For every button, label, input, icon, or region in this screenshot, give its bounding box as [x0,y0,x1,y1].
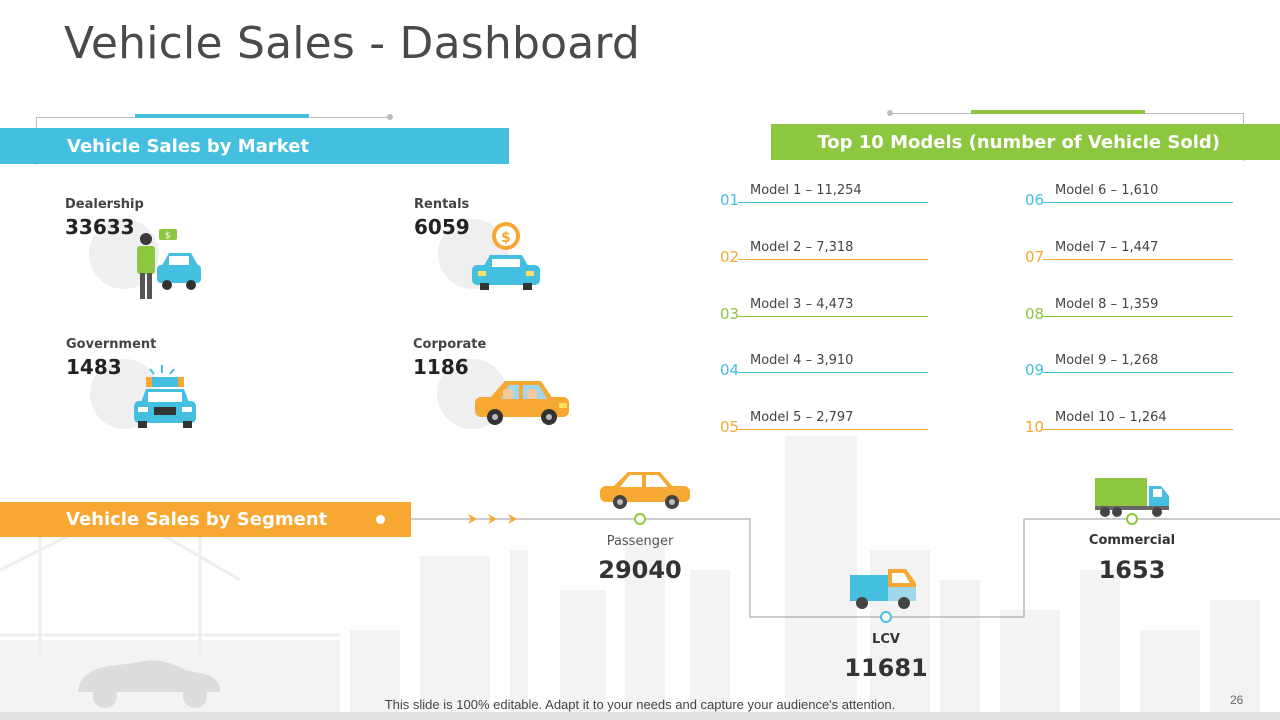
bullet-dot [376,515,385,524]
models-heading: Top 10 Models (number of Vehicle Sold) [771,124,1280,160]
bracket-dot [887,110,893,116]
model-text: Model 3 – 4,473 [750,297,854,312]
model-number: 05 [720,418,740,436]
divider [738,316,928,317]
divider [1043,259,1233,260]
market-tile-corporate: Corporate 1186 [413,337,633,457]
list-item: 04 Model 4 – 3,910 [720,353,930,381]
list-item: 07 Model 7 – 1,447 [1025,240,1235,268]
model-number: 09 [1025,361,1045,379]
page-title: Vehicle Sales - Dashboard [64,18,641,69]
lcv-truck-icon [850,569,916,609]
divider [1043,429,1233,430]
market-heading: Vehicle Sales by Market [0,128,509,164]
segment-label-lcv: LCV [872,632,900,647]
page-number: 26 [1230,693,1244,707]
segment-heading-text: Vehicle Sales by Segment [66,509,328,530]
segment-label-passenger: Passenger [606,534,674,549]
svg-text:$: $ [501,230,511,246]
footer-bar [0,712,1280,720]
model-number: 08 [1025,305,1045,323]
police-car-icon [134,365,196,428]
dealership-icon: $ [137,229,201,299]
list-item: 09 Model 9 – 1,268 [1025,353,1235,381]
tile-value: 33633 [65,215,135,239]
divider [738,372,928,373]
list-item: 10 Model 10 – 1,264 [1025,410,1235,438]
commercial-truck-icon [1095,478,1169,517]
segment-value-lcv: 11681 [844,654,928,682]
divider [1043,372,1233,373]
model-number: 07 [1025,248,1045,266]
market-tile-dealership: Dealership 33633 $ [65,197,285,317]
model-number: 02 [720,248,740,266]
city-skyline-background [0,436,1260,720]
tile-value: 1483 [66,355,122,379]
segment-label-commercial: Commercial [1088,533,1176,548]
model-text: Model 6 – 1,610 [1055,183,1159,198]
bracket-dot [387,114,393,120]
tile-label: Corporate [413,337,487,352]
divider [738,202,928,203]
model-text: Model 5 – 2,797 [750,410,854,425]
list-item: 02 Model 2 – 7,318 [720,240,930,268]
model-number: 01 [720,191,740,209]
segment-heading: Vehicle Sales by Segment [0,502,411,537]
model-text: Model 4 – 3,910 [750,353,854,368]
model-number: 10 [1025,418,1045,436]
list-item: 08 Model 8 – 1,359 [1025,297,1235,325]
model-text: Model 9 – 1,268 [1055,353,1159,368]
model-number: 04 [720,361,740,379]
list-item: 01 Model 1 – 11,254 [720,183,930,211]
market-accent-bar [135,114,309,118]
market-tile-government: Government 1483 [66,337,286,457]
divider [1043,316,1233,317]
model-number: 03 [720,305,740,323]
list-item: 05 Model 5 – 2,797 [720,410,930,438]
passenger-car-icon [600,472,690,509]
market-tile-rentals: Rentals 6059 $ [414,197,634,317]
models-accent-bar [971,110,1145,114]
model-text: Model 10 – 1,264 [1055,410,1167,425]
segment-value-commercial: 1653 [1098,556,1166,584]
tile-value: 1186 [413,355,469,379]
divider [1043,202,1233,203]
model-text: Model 8 – 1,359 [1055,297,1159,312]
footnote: This slide is 100% editable. Adapt it to… [384,697,896,712]
tile-value: 6059 [414,215,470,239]
svg-text:$: $ [165,231,171,241]
divider [738,259,928,260]
model-text: Model 1 – 11,254 [750,183,862,198]
tile-label: Government [66,337,157,352]
segment-value-passenger: 29040 [598,556,682,584]
model-text: Model 7 – 1,447 [1055,240,1159,255]
list-item: 06 Model 6 – 1,610 [1025,183,1235,211]
tile-label: Rentals [414,197,470,212]
rental-car-icon: $ [472,222,540,290]
tile-label: Dealership [65,197,144,212]
model-number: 06 [1025,191,1045,209]
list-item: 03 Model 3 – 4,473 [720,297,930,325]
divider [738,429,928,430]
corporate-car-icon [475,381,569,425]
model-text: Model 2 – 7,318 [750,240,854,255]
